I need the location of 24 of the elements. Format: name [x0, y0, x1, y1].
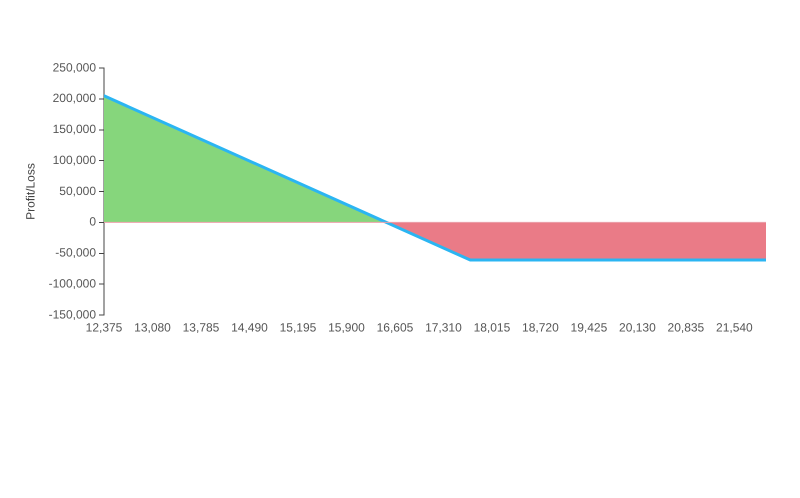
y-tick-label: 150,000 [52, 122, 96, 136]
y-tick-label: -50,000 [55, 246, 96, 260]
x-tick-label: 13,785 [182, 320, 220, 335]
x-tick-label: 20,835 [668, 320, 705, 335]
x-tick-label: 15,900 [328, 320, 366, 335]
y-tick-label: -150,000 [48, 307, 96, 322]
x-tick-label: 18,015 [474, 320, 511, 335]
y-tick-label: 100,000 [52, 152, 96, 167]
y-tick-label: 0 [89, 214, 96, 229]
y-tick-label: 200,000 [52, 91, 96, 106]
y-axis-title: Profit/Loss [24, 163, 38, 220]
x-tick-label: 12,375 [86, 320, 123, 335]
y-tick-label: 250,000 [52, 60, 96, 74]
x-tick-label: 13,080 [134, 320, 172, 335]
x-tick-label: 15,195 [280, 320, 317, 335]
x-tick-label: 17,310 [425, 320, 462, 335]
x-tick-label: 14,490 [231, 320, 268, 335]
y-tick-label: -100,000 [48, 276, 96, 290]
x-tick-label: 21,540 [716, 320, 754, 335]
y-tick-label: 50,000 [59, 184, 96, 198]
x-tick-label: 18,720 [522, 320, 560, 335]
x-tick-label: 16,605 [376, 320, 414, 335]
x-tick-label: 19,425 [570, 320, 608, 335]
x-tick-label: 20,130 [619, 320, 656, 335]
